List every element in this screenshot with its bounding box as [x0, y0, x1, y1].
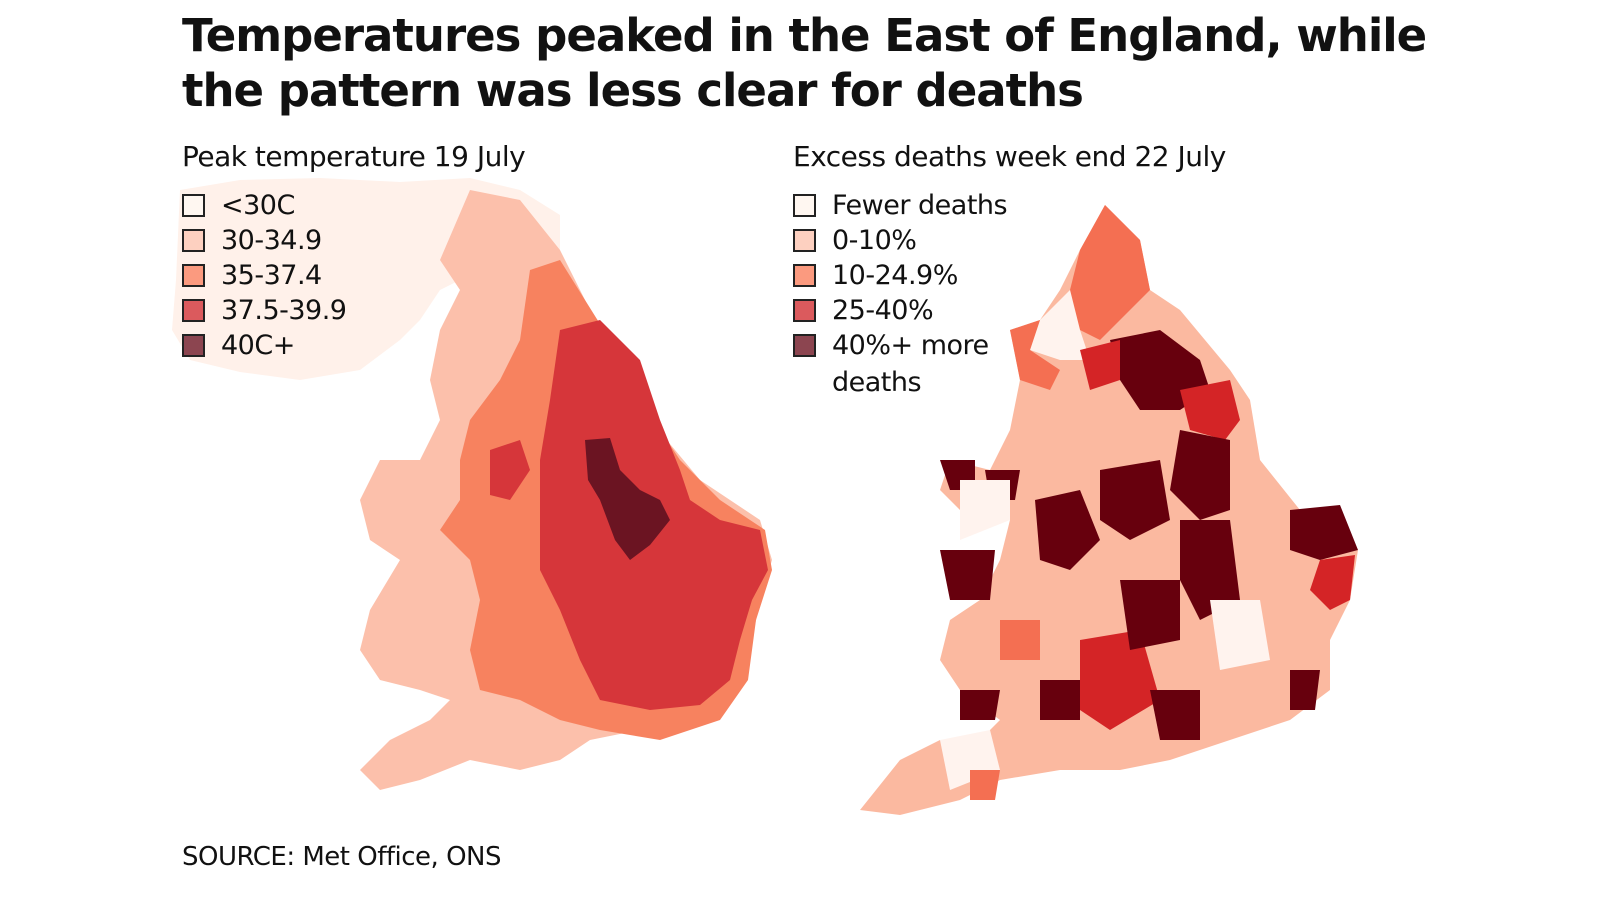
- legend-swatch: [182, 334, 205, 357]
- region-mid-40b: [1100, 460, 1170, 540]
- region-eyorks-25: [1180, 380, 1240, 440]
- source-note: SOURCE: Met Office, ONS: [182, 842, 502, 872]
- legend-label: 0-10%: [832, 225, 917, 256]
- region-durham-25: [1080, 340, 1120, 390]
- legend-item-10-24: 10-24.9%: [793, 260, 1007, 295]
- legend-swatch: [793, 264, 816, 287]
- region-glos-10: [1000, 620, 1040, 660]
- legend-label: 37.5-39.9: [221, 295, 347, 326]
- legend-swatch: [793, 229, 816, 252]
- title-line-1: Temperatures peaked in the East of Engla…: [182, 9, 1427, 62]
- legend-swatch: [793, 194, 816, 217]
- temperature-map-subtitle: Peak temperature 19 July: [182, 140, 526, 173]
- region-north-10: [1070, 205, 1150, 340]
- legend-label: 35-37.4: [221, 260, 322, 291]
- legend-label: <30C: [221, 190, 295, 221]
- region-wales-40-west: [940, 550, 995, 600]
- legend-label: 40C+: [221, 330, 295, 361]
- region-suffolk-25: [1310, 555, 1355, 610]
- region-south-40b: [1150, 690, 1200, 740]
- region-london-fewer: [1210, 600, 1270, 670]
- legend-label: 30-34.9: [221, 225, 322, 256]
- region-mid-40a: [1035, 490, 1100, 570]
- region-lincs-40: [1170, 430, 1230, 520]
- legend-item-30-34: 30-34.9: [182, 225, 346, 260]
- region-south-25: [1080, 630, 1160, 730]
- legend-swatch: [182, 229, 205, 252]
- legend-label-line-1: 40%+ more: [832, 330, 989, 361]
- region-kent-40: [1290, 670, 1320, 710]
- legend-swatch: [182, 299, 205, 322]
- legend-swatch: [793, 299, 816, 322]
- title-line-2: the pattern was less clear for deaths: [182, 64, 1084, 117]
- region-devon-10: [970, 770, 1000, 800]
- region-lancs-10: [1010, 320, 1060, 390]
- excess-deaths-map: [860, 205, 1358, 815]
- temperature-map: [172, 178, 772, 790]
- region-mid-40c: [1180, 520, 1240, 620]
- legend-item-375-39: 37.5-39.9: [182, 295, 347, 330]
- legend-item-35-37: 35-37.4: [182, 260, 346, 295]
- legend-label: Fewer deaths: [832, 190, 1008, 221]
- legend-item-lt30: <30C: [182, 190, 346, 225]
- legend-label: 40%+ more deaths: [832, 327, 989, 401]
- region-cumbria-fewer: [1030, 290, 1090, 360]
- temp-375-west-patch: [490, 440, 530, 500]
- region-oxford-40: [1120, 580, 1180, 650]
- region-wales-fewer: [960, 480, 1010, 540]
- legend-swatch: [182, 264, 205, 287]
- legend-label: 25-40%: [832, 295, 934, 326]
- region-somerset-40: [960, 690, 1000, 720]
- temp-40-band: [585, 438, 670, 560]
- deaths-legend: Fewer deaths 0-10% 10-24.9% 25-40% 40%+ …: [793, 190, 1008, 402]
- temperature-legend: <30C 30-34.9 35-37.4 37.5-39.9 40C+: [182, 190, 347, 365]
- legend-item-25-40: 25-40%: [793, 295, 1007, 330]
- region-norfolk-fewer-edge: [1230, 450, 1260, 500]
- region-norfolk-40: [1290, 505, 1358, 560]
- legend-swatch: [182, 194, 205, 217]
- legend-item-40plus: 40%+ more deaths: [793, 330, 1007, 402]
- legend-swatch: [793, 334, 816, 357]
- region-south-40: [1040, 680, 1080, 720]
- legend-label-line-2: deaths: [832, 367, 922, 398]
- deaths-map-subtitle: Excess deaths week end 22 July: [793, 140, 1226, 173]
- chart-title: Temperatures peaked in the East of Engla…: [182, 8, 1482, 118]
- legend-item-0-10: 0-10%: [793, 225, 1007, 260]
- legend-item-fewer: Fewer deaths: [793, 190, 1008, 225]
- legend-label: 10-24.9%: [832, 260, 958, 291]
- legend-item-40plus: 40C+: [182, 330, 346, 365]
